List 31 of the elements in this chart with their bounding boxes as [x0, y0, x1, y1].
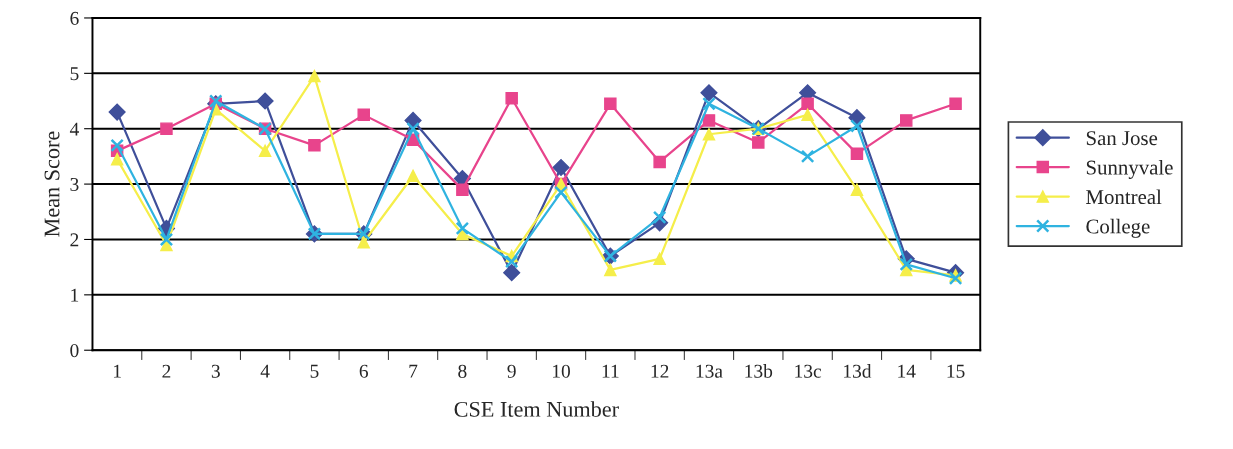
- y-tick-label: 2: [70, 233, 79, 247]
- x-tick-label: 7: [409, 364, 418, 378]
- x-tick-label: 10: [553, 364, 570, 378]
- legend-label: College: [1086, 218, 1150, 238]
- legend-label: Montreal: [1086, 189, 1162, 205]
- x-tick-label: 9: [507, 364, 516, 378]
- y-tick-label: 4: [69, 122, 79, 136]
- x-tick-label: 3: [211, 364, 220, 378]
- legend-label: San Jose: [1086, 131, 1158, 146]
- x-axis-title: CSE Item Number: [454, 401, 619, 417]
- x-tick-label: 1: [113, 364, 121, 378]
- x-tick-label: 11: [602, 364, 619, 378]
- x-tick-label: 5: [310, 364, 319, 378]
- y-tick-label: 6: [70, 11, 79, 25]
- y-tick-label: 1: [71, 288, 79, 302]
- x-tick-label: 2: [162, 364, 171, 378]
- x-tick-label: 12: [651, 364, 669, 378]
- x-tick-label: 8: [458, 364, 467, 378]
- y-tick-label: 3: [70, 177, 79, 192]
- x-tick-label: 13b: [745, 364, 773, 378]
- x-tick-label: 13d: [844, 364, 872, 378]
- x-tick-label: 13c: [795, 364, 822, 378]
- legend-label: Sunnyvale: [1086, 159, 1173, 179]
- y-axis-title: Mean Score: [44, 131, 60, 237]
- x-tick-label: 4: [260, 364, 270, 378]
- y-tick-label: 0: [70, 344, 79, 358]
- x-tick-label: 6: [359, 364, 369, 378]
- x-tick-label: 13a: [696, 364, 723, 378]
- x-tick-label: 15: [947, 364, 965, 378]
- x-tick-label: 14: [898, 364, 916, 378]
- y-tick-label: 5: [70, 67, 79, 81]
